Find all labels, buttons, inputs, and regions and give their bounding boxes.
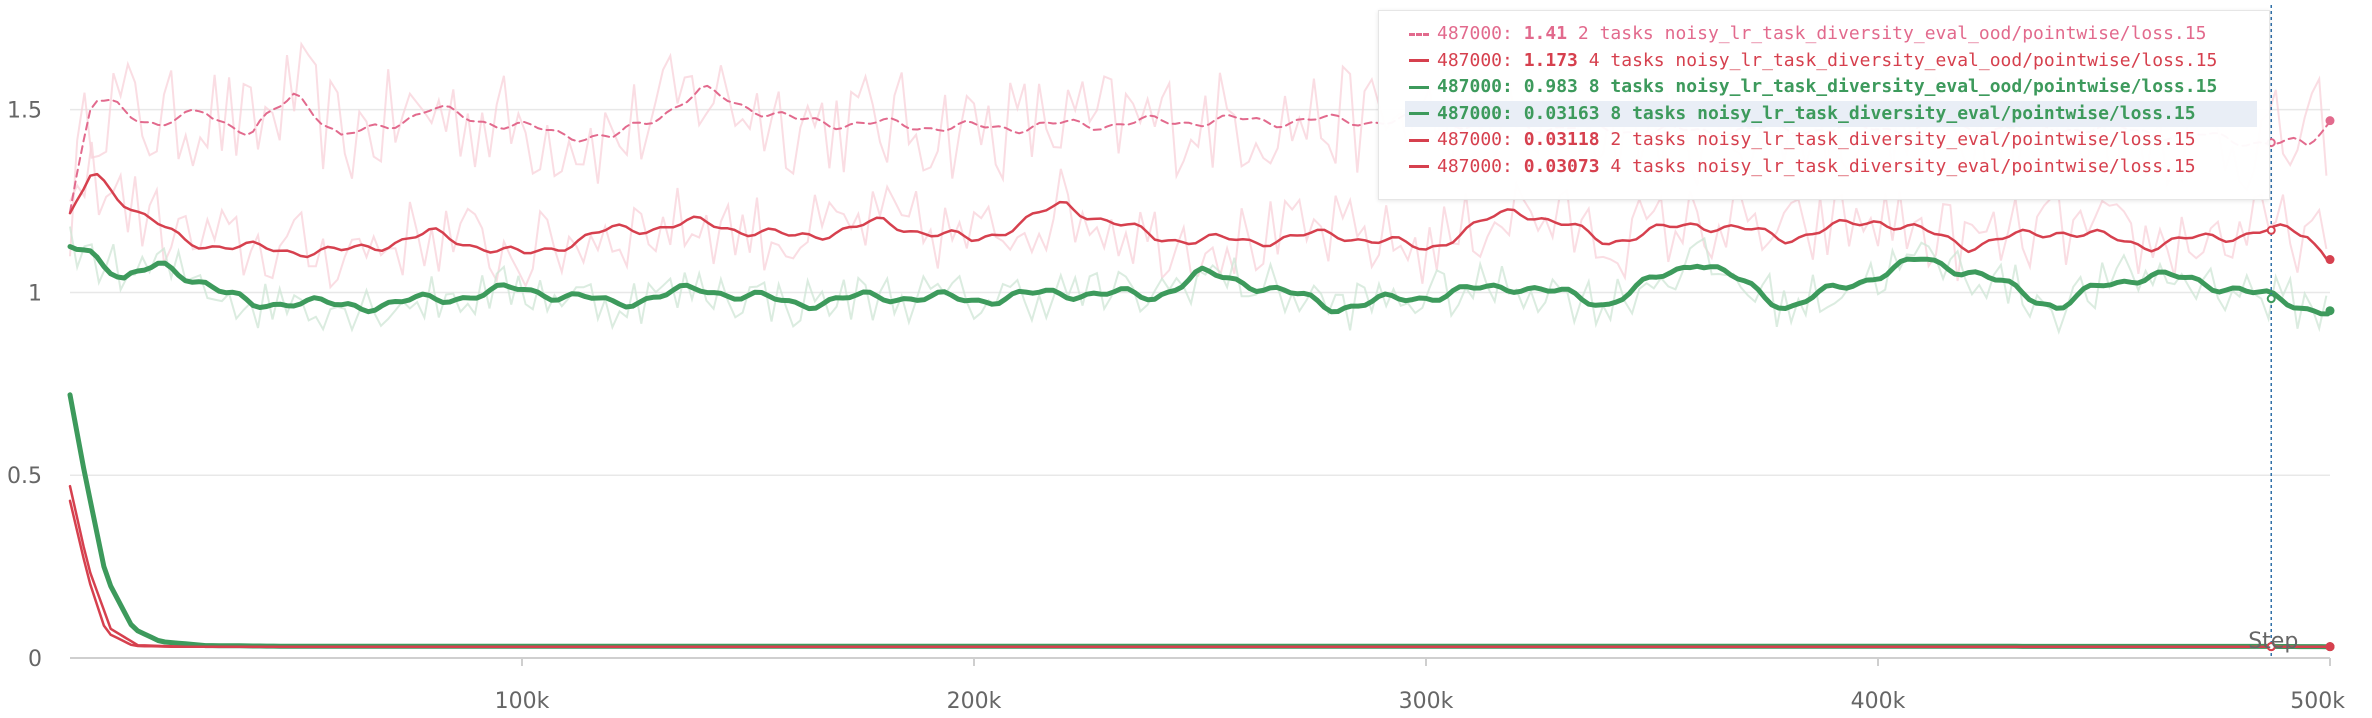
legend-step: 487000: — [1437, 23, 1513, 44]
legend-label: 2 tasks noisy_lr_task_diversity_eval/poi… — [1610, 129, 2196, 150]
legend-step: 487000: — [1437, 49, 1513, 71]
cursor-point — [2266, 294, 2276, 304]
legend-step: 487000: — [1437, 129, 1513, 150]
x-tick-label: 500k — [2290, 689, 2345, 714]
legend-value: 1.173 — [1523, 49, 1578, 71]
axes: 0 0.5 1 1.5 100k 200k 300k 400k 500k — [7, 99, 2345, 714]
legend-step: 487000: — [1437, 155, 1513, 177]
series-end-marker — [2325, 255, 2335, 265]
y-tick-label: 0 — [28, 647, 42, 672]
legend-row: 487000: 0.983 8 tasks noisy_lr_task_dive… — [1405, 74, 2257, 101]
legend-swatch — [1409, 59, 1429, 63]
legend-label: 8 tasks noisy_lr_task_diversity_eval/poi… — [1610, 102, 2196, 124]
legend-label: 4 tasks noisy_lr_task_diversity_eval_ood… — [1588, 49, 2218, 71]
hover-cursor: Step — [2248, 5, 2298, 658]
legend-row: 487000: 1.173 4 tasks noisy_lr_task_dive… — [1405, 48, 2257, 75]
legend-value: 0.983 — [1523, 76, 1578, 97]
legend-step: 487000: — [1437, 76, 1513, 97]
series-end-marker — [2325, 306, 2335, 316]
legend-label: 4 tasks noisy_lr_task_diversity_eval/poi… — [1610, 155, 2196, 177]
series-end-marker — [2325, 116, 2335, 126]
legend-value: 0.03073 — [1523, 155, 1600, 177]
series-end-marker — [2325, 642, 2335, 652]
cursor-point — [2266, 225, 2276, 235]
y-tick-label: 1.5 — [7, 99, 42, 124]
x-tick-label: 400k — [1851, 689, 1906, 714]
legend-swatch — [1409, 112, 1429, 116]
legend-swatch — [1409, 165, 1429, 169]
legend-value: 0.03118 — [1523, 129, 1600, 150]
series-lines — [67, 84, 2335, 652]
legend-step: 487000: — [1437, 102, 1513, 124]
legend-row: 487000: 1.41 2 tasks noisy_lr_task_diver… — [1405, 21, 2257, 48]
legend-label: 8 tasks noisy_lr_task_diversity_eval_ood… — [1588, 76, 2218, 97]
legend-label: 2 tasks noisy_lr_task_diversity_eval_ood… — [1577, 23, 2207, 44]
legend-value: 1.41 — [1523, 23, 1568, 44]
x-axis-label: Step — [2248, 629, 2298, 654]
raw-noise-line — [69, 141, 2328, 290]
series-line — [67, 392, 2331, 650]
x-tick-label: 200k — [947, 689, 1002, 714]
x-tick-label: 100k — [495, 689, 550, 714]
legend-swatch — [1409, 32, 1429, 36]
series-line — [67, 244, 2331, 317]
legend-row: 487000: 0.03163 8 tasks noisy_lr_task_di… — [1405, 100, 2257, 127]
series-line — [68, 172, 2329, 262]
y-tick-label: 1 — [28, 281, 42, 306]
cursor-point — [2266, 642, 2276, 652]
legend-value: 0.03163 — [1523, 102, 1600, 124]
series-line — [68, 484, 2329, 648]
legend-swatch — [1409, 138, 1429, 142]
legend-swatch — [1409, 85, 1429, 89]
x-tick-label: 300k — [1399, 689, 1454, 714]
legend-row: 487000: 0.03073 4 tasks noisy_lr_task_di… — [1405, 154, 2257, 181]
series-line — [68, 499, 2329, 648]
legend-row: 487000: 0.03118 2 tasks noisy_lr_task_di… — [1405, 127, 2257, 154]
hover-legend: 487000: 1.41 2 tasks noisy_lr_task_diver… — [1378, 10, 2270, 200]
y-tick-label: 0.5 — [7, 464, 42, 489]
